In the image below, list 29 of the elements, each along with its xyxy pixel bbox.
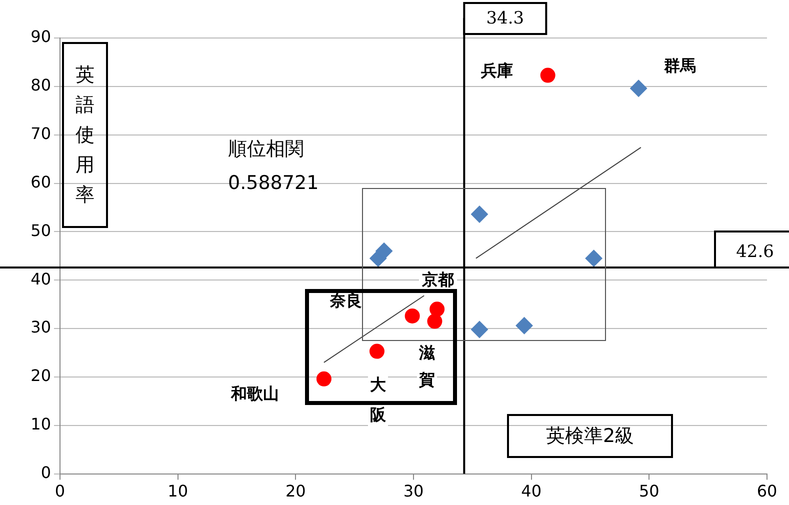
ref-line-label: 42.6: [736, 242, 774, 262]
y-tick-label: 30: [30, 318, 51, 337]
x-tick-label: 20: [285, 482, 306, 501]
x-tick-label: 60: [756, 482, 778, 501]
y-tick-label: 70: [30, 124, 51, 143]
x-axis-title: 英検準2級: [507, 414, 673, 458]
annotation: 奈良: [329, 291, 362, 310]
y-tick-label: 20: [30, 366, 51, 386]
y-tick-label: 80: [30, 76, 51, 95]
y-tick-label: 40: [30, 269, 51, 288]
annotation: 京都: [421, 270, 454, 290]
ref-line-label: 34.3: [486, 8, 524, 28]
x-tick-label: 50: [638, 482, 660, 501]
annotation: 順位相関 0.588721: [228, 138, 319, 194]
x-tick-label: 10: [168, 482, 188, 501]
annotation: 大阪: [370, 375, 387, 424]
y-axis-title: 英語使用率: [76, 63, 94, 208]
x-tick-label: 0: [54, 482, 66, 501]
annotation: 兵庫: [480, 61, 513, 80]
y-tick-label: 60: [30, 172, 51, 192]
y-tick-label: 50: [30, 220, 51, 240]
y-tick-label: 90: [30, 27, 51, 46]
y-tick-label: 0: [40, 462, 51, 482]
x-tick-label: 40: [521, 482, 542, 501]
annotation: 群馬: [663, 56, 696, 76]
y-tick-label: 10: [30, 414, 51, 434]
annotation: 滋賀: [418, 343, 435, 390]
annotation: 和歌山: [230, 384, 279, 404]
x-tick-label: 30: [403, 482, 424, 501]
